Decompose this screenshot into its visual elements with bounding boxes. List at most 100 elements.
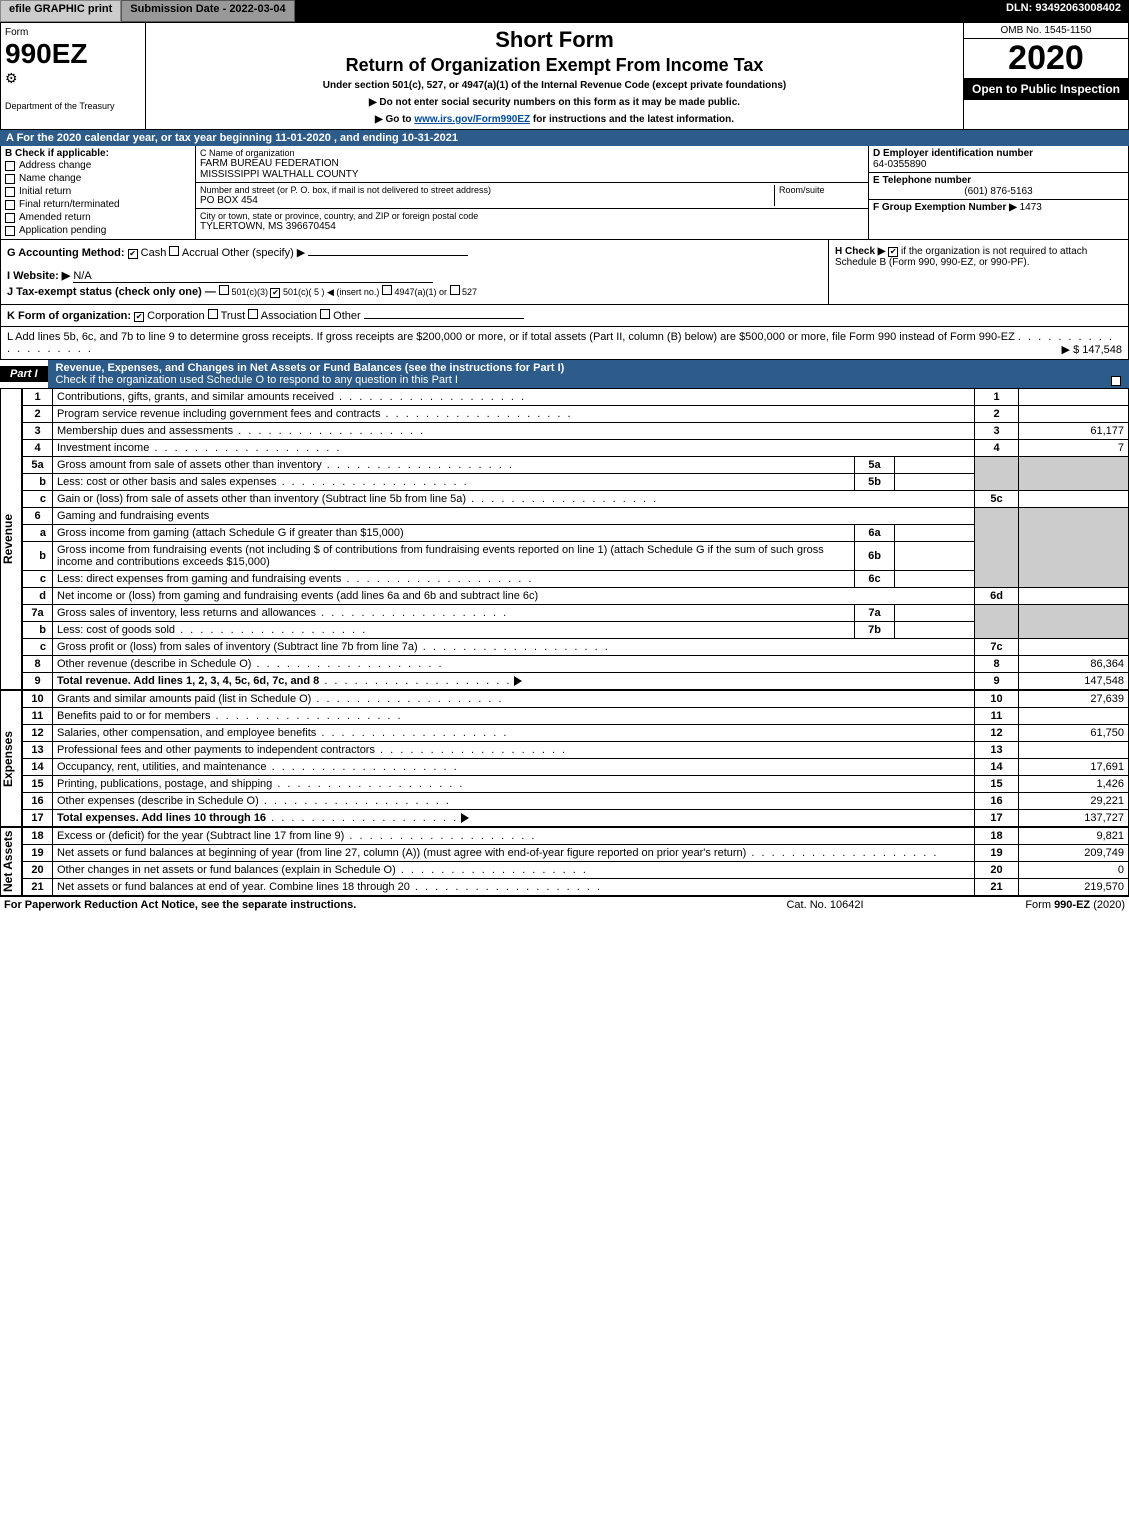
table-row: 1Contributions, gifts, grants, and simil…: [23, 389, 1129, 406]
revenue-side-label: Revenue: [0, 388, 22, 690]
line-desc: Gross profit or (loss) from sales of inv…: [57, 641, 418, 653]
k-line: K Form of organization: ✔ Corporation Tr…: [0, 305, 1129, 327]
expenses-side-label: Expenses: [0, 690, 22, 827]
part1-title: Revenue, Expenses, and Changes in Net As…: [48, 360, 1129, 388]
section-b-checks: B Check if applicable: Address change Na…: [1, 146, 196, 239]
line-desc: Excess or (deficit) for the year (Subtra…: [57, 830, 344, 842]
efile-print-button[interactable]: efile GRAPHIC print: [0, 0, 121, 22]
pending-label: Application pending: [19, 225, 106, 236]
checkbox-name-change[interactable]: [5, 174, 15, 184]
line-value: 9,821: [1019, 828, 1129, 845]
checkbox-4947[interactable]: [382, 285, 392, 295]
irs-link[interactable]: www.irs.gov/Form990EZ: [414, 114, 530, 125]
top-bar: efile GRAPHIC print Submission Date - 20…: [0, 0, 1129, 22]
checkbox-cash[interactable]: ✔: [128, 249, 138, 259]
checkbox-schedule-b[interactable]: ✔: [888, 247, 898, 257]
footer: For Paperwork Reduction Act Notice, see …: [0, 896, 1129, 913]
line-desc: Other expenses (describe in Schedule O): [57, 795, 259, 807]
line-desc: Less: cost of goods sold: [57, 624, 175, 636]
b-label: B Check if applicable:: [5, 148, 191, 159]
table-row: 9Total revenue. Add lines 1, 2, 3, 4, 5c…: [23, 673, 1129, 690]
checkbox-other-org[interactable]: [320, 309, 330, 319]
line-desc: Net assets or fund balances at end of ye…: [57, 881, 410, 893]
checkbox-trust[interactable]: [208, 309, 218, 319]
checkbox-amended[interactable]: [5, 213, 15, 223]
other-specify-input[interactable]: [308, 255, 468, 256]
part1-body: Revenue 1Contributions, gifts, grants, a…: [0, 388, 1129, 690]
checkbox-corp[interactable]: ✔: [134, 312, 144, 322]
expenses-table: 10Grants and similar amounts paid (list …: [22, 690, 1129, 827]
omb-number: OMB No. 1545-1150: [964, 23, 1128, 39]
city-label: City or town, state or province, country…: [200, 211, 864, 221]
checkbox-527[interactable]: [450, 285, 460, 295]
line-desc: Gain or (loss) from sale of assets other…: [57, 493, 466, 505]
checkbox-pending[interactable]: [5, 226, 15, 236]
city-value: TYLERTOWN, MS 396670454: [200, 221, 864, 232]
footer-mid: Cat. No. 10642I: [725, 899, 925, 911]
line-desc: Program service revenue including govern…: [57, 408, 380, 420]
line-value: 0: [1019, 862, 1129, 879]
l-line: L Add lines 5b, 6c, and 7b to line 9 to …: [0, 327, 1129, 360]
goto-link-line: ▶ Go to www.irs.gov/Form990EZ for instru…: [150, 114, 959, 125]
table-row: 15Printing, publications, postage, and s…: [23, 776, 1129, 793]
line-desc: Gross income from fundraising events (no…: [57, 544, 824, 568]
amended-label: Amended return: [19, 212, 91, 223]
line-desc: Gross income from gaming (attach Schedul…: [57, 527, 404, 539]
line-desc: Less: cost or other basis and sales expe…: [57, 476, 277, 488]
line-desc: Net income or (loss) from gaming and fun…: [57, 590, 538, 602]
netassets-side-label: Net Assets: [0, 827, 22, 896]
table-row: 11Benefits paid to or for members11: [23, 708, 1129, 725]
line-desc: Membership dues and assessments: [57, 425, 233, 437]
street-block: Number and street (or P. O. box, if mail…: [196, 183, 868, 209]
final-label: Final return/terminated: [19, 199, 120, 210]
city-block: City or town, state or province, country…: [196, 209, 868, 234]
phone-value: (601) 876-5163: [873, 186, 1124, 197]
line-value: 27,639: [1019, 691, 1129, 708]
triangle-icon: [461, 813, 469, 823]
table-row: 8Other revenue (describe in Schedule O)8…: [23, 656, 1129, 673]
e-label: E Telephone number: [873, 175, 1124, 186]
line-desc: Benefits paid to or for members: [57, 710, 210, 722]
part1-check-text: Check if the organization used Schedule …: [56, 374, 458, 386]
k-other: Other: [333, 310, 361, 322]
checkbox-schedule-o[interactable]: ✔: [1111, 376, 1121, 386]
checkbox-accrual[interactable]: [169, 246, 179, 256]
checkbox-initial-return[interactable]: [5, 187, 15, 197]
k-assoc: Association: [261, 310, 317, 322]
entity-row: B Check if applicable: Address change Na…: [0, 146, 1129, 240]
org-name-1: FARM BUREAU FEDERATION: [200, 158, 864, 169]
line-desc: Investment income: [57, 442, 149, 454]
footer-left: For Paperwork Reduction Act Notice, see …: [4, 899, 725, 911]
form-word: Form: [5, 27, 141, 38]
line-value: 219,570: [1019, 879, 1129, 896]
table-row: 3Membership dues and assessments361,177: [23, 423, 1129, 440]
j-d: 527: [462, 287, 477, 297]
table-row: 17Total expenses. Add lines 10 through 1…: [23, 810, 1129, 827]
short-form-title: Short Form: [150, 27, 959, 53]
line-value: 29,221: [1019, 793, 1129, 810]
accrual-label: Accrual: [182, 247, 219, 259]
tax-year: 2020: [964, 39, 1128, 78]
checkbox-assoc[interactable]: [248, 309, 258, 319]
table-row: 12Salaries, other compensation, and empl…: [23, 725, 1129, 742]
checkbox-501c3[interactable]: [219, 285, 229, 295]
e-block: E Telephone number (601) 876-5163: [869, 173, 1128, 200]
checkbox-501c[interactable]: ✔: [270, 288, 280, 298]
website-value: N/A: [73, 270, 433, 283]
netassets-body: Net Assets 18Excess or (deficit) for the…: [0, 827, 1129, 896]
checkbox-final-return[interactable]: [5, 200, 15, 210]
line-desc: Less: direct expenses from gaming and fu…: [57, 573, 341, 585]
j-a: 501(c)(3): [231, 287, 268, 297]
k-trust: Trust: [221, 310, 246, 322]
table-row: 5aGross amount from sale of assets other…: [23, 457, 1129, 474]
line-value: 209,749: [1019, 845, 1129, 862]
h-block: H Check ▶ ✔ if the organization is not r…: [828, 240, 1128, 304]
i-line: I Website: ▶ N/A: [7, 269, 822, 283]
other-org-input[interactable]: [364, 318, 524, 319]
checkbox-address-change[interactable]: [5, 161, 15, 171]
room-label: Room/suite: [779, 185, 864, 195]
department-label: Department of the Treasury: [5, 101, 141, 111]
netassets-table: 18Excess or (deficit) for the year (Subt…: [22, 827, 1129, 896]
k-label: K Form of organization:: [7, 310, 131, 322]
table-row: 18Excess or (deficit) for the year (Subt…: [23, 828, 1129, 845]
